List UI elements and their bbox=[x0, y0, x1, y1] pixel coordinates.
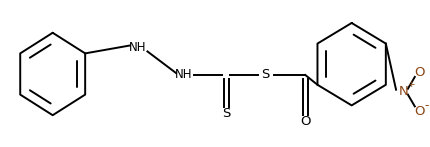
Text: S: S bbox=[222, 107, 230, 120]
Text: N: N bbox=[399, 85, 409, 98]
Text: O: O bbox=[415, 105, 425, 118]
Text: S: S bbox=[261, 69, 270, 81]
Text: +: + bbox=[407, 80, 415, 89]
Text: NH: NH bbox=[129, 41, 146, 54]
Text: O: O bbox=[415, 66, 425, 78]
Text: O: O bbox=[300, 115, 310, 128]
Text: -: - bbox=[424, 99, 429, 112]
Text: NH: NH bbox=[175, 69, 193, 81]
